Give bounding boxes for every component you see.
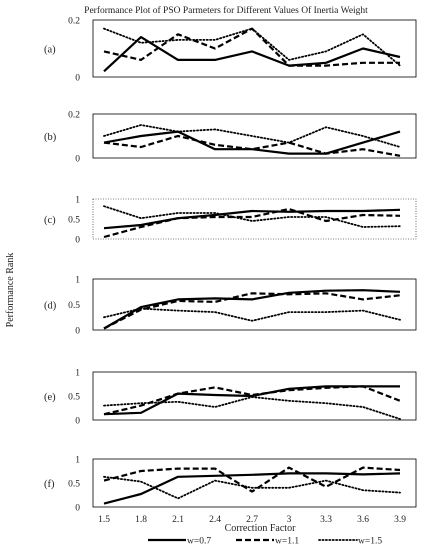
y-tick-label: 1 [75, 369, 80, 379]
panel-frame [92, 371, 417, 421]
y-tick-label: 0 [75, 327, 80, 337]
y-tick-label: 0 [75, 155, 80, 165]
series-line-w-0-7 [103, 385, 400, 416]
chart-legend: w=0.7 w=1.1 w=1.5 [148, 537, 382, 547]
x-tick-label: 1.5 [98, 515, 110, 525]
chart-title: Performance Plot of PSO Parmeters for Di… [84, 5, 368, 16]
series-line-w-1-5 [103, 27, 401, 67]
y-tick-label: 0.2 [68, 17, 80, 27]
y-tick-label: 0.5 [68, 216, 80, 226]
series-line-w-0-7 [103, 130, 401, 155]
series-line-w-1-5 [103, 475, 401, 500]
y-tick-label: 0 [75, 74, 80, 84]
y-tick-label: 0 [75, 417, 80, 427]
y-tick-label: 0.5 [68, 393, 80, 403]
panel-label: (f) [44, 479, 55, 490]
series-line-w-1-5 [103, 124, 401, 148]
x-ticks: 1.5 1.8 2.1 2.4 2.7 3 3.3 3.6 3.9 [98, 515, 406, 525]
y-tick-label: 0.5 [68, 480, 80, 490]
panel-frame [92, 458, 417, 508]
panel-e: (e) 0 0.5 1 [44, 369, 417, 427]
y-tick-label: 1 [75, 196, 80, 206]
panel-frame [92, 113, 417, 159]
panel-frame [92, 19, 417, 78]
x-tick-label: 2.4 [209, 515, 221, 525]
y-tick-label: 0 [75, 504, 80, 514]
series-line-w-1-5 [103, 307, 401, 322]
x-tick-label: 2.1 [172, 515, 184, 525]
x-tick-label: 3.6 [357, 515, 369, 525]
series-line-w-1-1 [103, 134, 401, 157]
panel-label: (e) [44, 392, 56, 403]
series-line-w-1-1 [103, 27, 400, 67]
y-tick-label: 0.2 [68, 111, 80, 121]
chart-panels: (a)00.2(b)00.2(c)00.51(d)00.51(e)00.51(f… [44, 17, 417, 525]
y-axis-label: Performance Rank [5, 253, 16, 328]
legend-label: w=1.1 [275, 537, 299, 547]
legend-label: w=0.7 [187, 537, 211, 547]
x-tick-label: 3 [287, 515, 292, 525]
series-line-w-1-1 [103, 466, 401, 493]
panel-frame [92, 198, 417, 240]
series-line-w-0-7 [103, 208, 401, 230]
panel-b: (b) 0 0.2 [44, 111, 417, 165]
y-tick-label: 0 [75, 236, 80, 246]
series-line-w-1-5 [103, 396, 401, 420]
series-line-w-0-7 [103, 472, 401, 505]
y-tick-label: 1 [75, 276, 80, 286]
panel-frame [92, 278, 417, 331]
panel-label: (d) [44, 301, 57, 312]
x-tick-label: 3.9 [394, 515, 406, 525]
x-tick-label: 3.3 [320, 515, 332, 525]
panel-f: (f) 0 0.5 1 [44, 456, 417, 514]
series-line-w-1-1 [103, 207, 401, 239]
series-line-w-0-7 [103, 35, 401, 73]
panel-label: (a) [44, 45, 56, 56]
panel-c: (c) 0 0.5 1 [44, 196, 417, 246]
panel-a: (a) 0 0.2 [44, 17, 417, 84]
panel-label: (b) [44, 132, 57, 143]
x-tick-label: 1.8 [135, 515, 147, 525]
legend-label: w=1.5 [358, 537, 382, 547]
y-tick-label: 0.5 [68, 301, 80, 311]
series-line-w-0-7 [103, 289, 401, 330]
panel-label: (c) [44, 215, 56, 226]
series-line-w-1-5 [103, 205, 401, 228]
x-tick-label: 2.7 [246, 515, 258, 525]
series-line-w-1-1 [103, 292, 401, 330]
y-tick-label: 1 [75, 456, 80, 466]
x-axis-label: Correction Factor [225, 523, 296, 534]
series-line-w-1-1 [103, 385, 401, 416]
panel-d: (d) 0 0.5 1 [44, 276, 417, 337]
